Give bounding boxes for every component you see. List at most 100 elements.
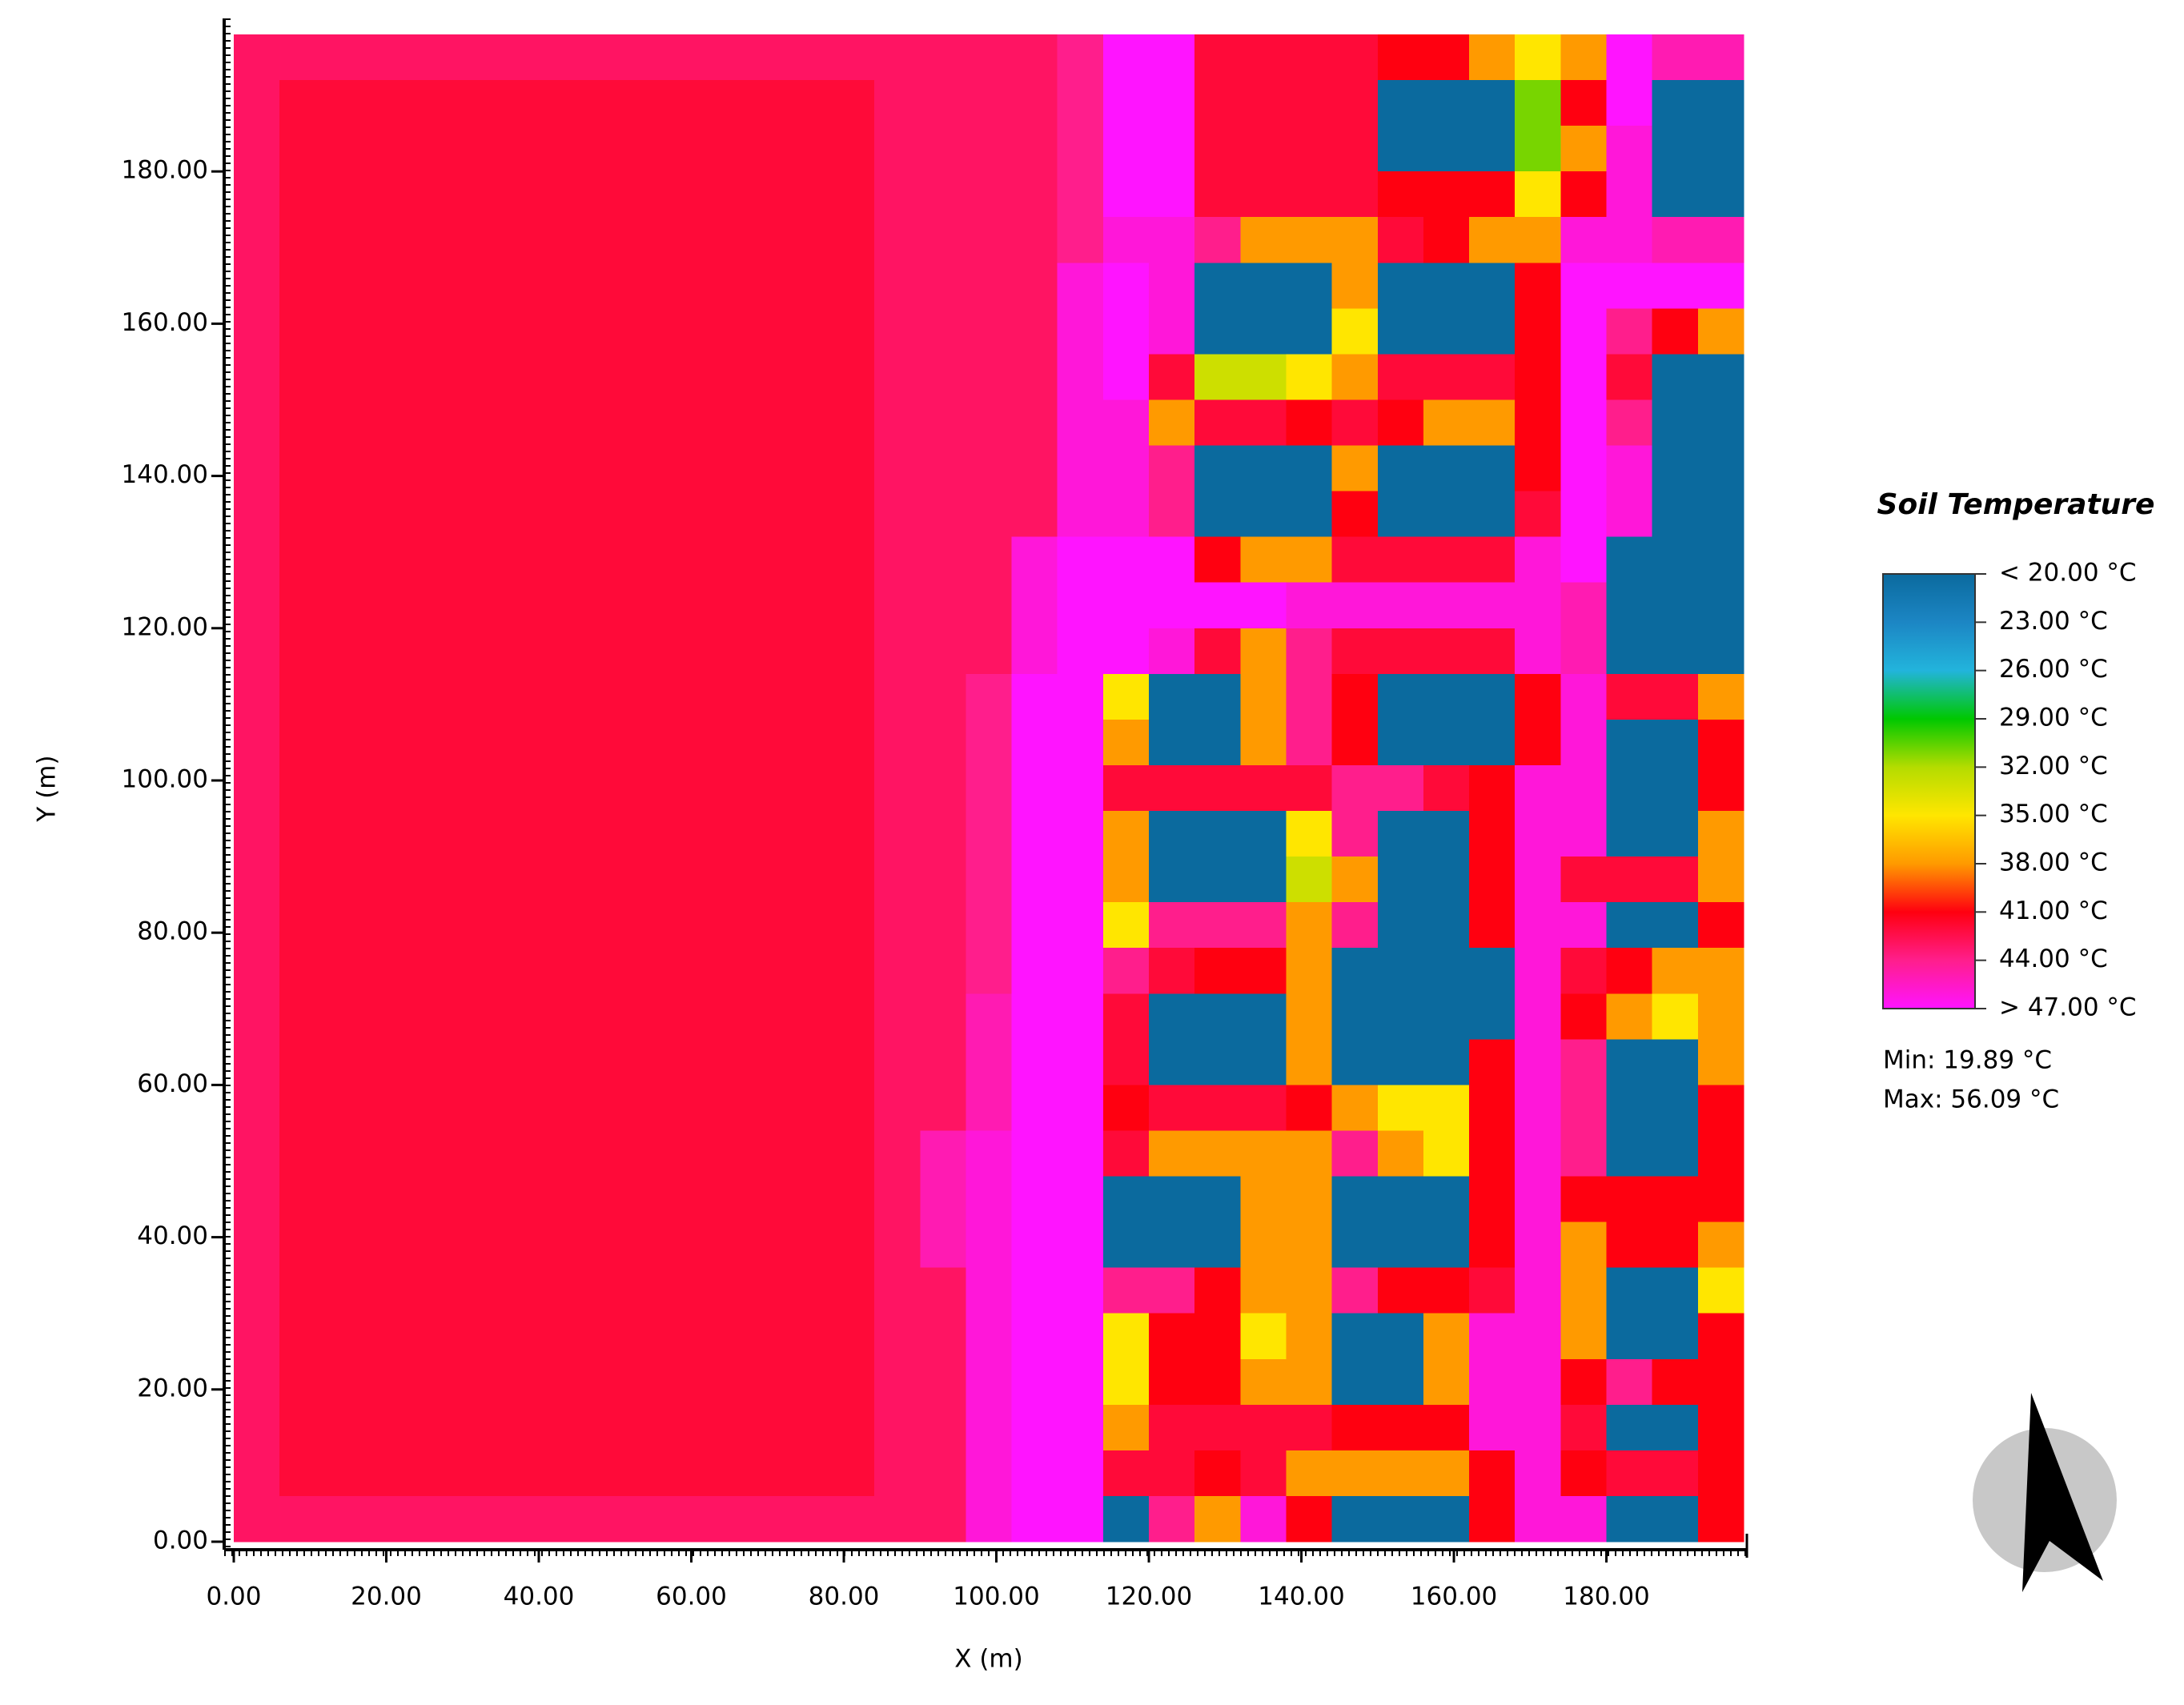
cell	[782, 948, 829, 994]
cell	[737, 857, 784, 903]
cell	[1652, 902, 1699, 949]
cell	[1560, 1267, 1608, 1314]
cell	[737, 1267, 784, 1314]
cell	[279, 354, 326, 401]
cell	[279, 1085, 326, 1132]
cell	[462, 399, 509, 447]
cell	[1606, 902, 1653, 949]
cell	[874, 445, 921, 492]
cell	[371, 902, 418, 949]
cell	[1194, 1176, 1241, 1223]
cell	[1469, 1085, 1516, 1132]
cell	[600, 491, 646, 538]
cell	[1377, 1222, 1424, 1269]
cell	[645, 399, 693, 447]
cell	[371, 1404, 418, 1451]
cell	[1240, 1450, 1287, 1497]
cell	[1011, 948, 1058, 994]
cell	[874, 719, 921, 766]
cell	[1560, 1176, 1608, 1223]
cell	[1560, 263, 1608, 309]
cell	[1102, 1404, 1150, 1451]
cell	[645, 582, 693, 629]
cell	[1194, 354, 1241, 401]
cell	[1057, 308, 1104, 355]
cell	[691, 126, 738, 172]
cell	[1377, 764, 1424, 812]
cell	[645, 948, 693, 994]
cell	[1423, 126, 1470, 172]
cell	[782, 1313, 829, 1360]
cell	[1697, 354, 1744, 401]
cell	[1286, 1404, 1333, 1451]
cell	[1011, 80, 1058, 126]
cell	[600, 1176, 646, 1223]
cell	[1423, 263, 1470, 309]
cell	[279, 1404, 326, 1451]
cell	[462, 628, 509, 675]
cell	[325, 263, 372, 309]
y-tick-label: 100.00	[122, 764, 208, 793]
cell	[737, 1358, 784, 1406]
cell	[325, 811, 372, 857]
cell	[1469, 993, 1516, 1040]
cell	[828, 445, 875, 492]
cell	[828, 354, 875, 401]
cell	[691, 536, 738, 584]
cell	[554, 1358, 600, 1406]
cell	[828, 857, 875, 903]
cell	[1560, 217, 1608, 263]
cell	[874, 811, 921, 857]
cell	[1102, 217, 1150, 263]
cell	[416, 764, 464, 812]
y-axis-label: Y (m)	[33, 755, 62, 822]
cell	[1652, 80, 1699, 126]
cell	[645, 628, 693, 675]
cell	[1011, 993, 1058, 1040]
cell	[1331, 948, 1379, 994]
cell	[737, 308, 784, 355]
cell	[966, 1176, 1013, 1223]
cell	[600, 628, 646, 675]
cell	[1606, 719, 1653, 766]
cell	[782, 1450, 829, 1497]
cell	[1149, 1404, 1195, 1451]
cell	[1560, 1313, 1608, 1360]
cell	[371, 857, 418, 903]
cell	[1011, 857, 1058, 903]
cell	[1149, 993, 1195, 1040]
cell	[1240, 308, 1287, 355]
cell	[782, 1039, 829, 1085]
heatmap	[234, 34, 1744, 1543]
colorbar-tick-label: 44.00 °C	[1999, 945, 2108, 973]
cell	[1194, 171, 1241, 218]
cell	[1057, 536, 1104, 584]
cell	[1560, 811, 1608, 857]
cell	[1011, 1495, 1058, 1543]
cell	[1102, 1176, 1150, 1223]
cell	[1697, 1495, 1744, 1543]
cell	[874, 582, 921, 629]
cell	[1560, 857, 1608, 903]
cell	[828, 263, 875, 309]
cell	[691, 354, 738, 401]
cell	[737, 673, 784, 720]
cell	[1697, 34, 1744, 81]
cell	[371, 1085, 418, 1132]
cell	[874, 1450, 921, 1497]
x-tick-label: 60.00	[656, 1583, 727, 1611]
cell	[1469, 719, 1516, 766]
cell	[325, 1450, 372, 1497]
cell	[1194, 1495, 1241, 1543]
cell	[1102, 399, 1150, 447]
cell	[874, 1130, 921, 1177]
cell	[325, 993, 372, 1040]
cell	[1515, 902, 1561, 949]
cell	[1286, 263, 1333, 309]
cell	[1102, 1495, 1150, 1543]
cell	[874, 399, 921, 447]
cell	[737, 628, 784, 675]
cell	[1331, 491, 1379, 538]
cell	[920, 764, 967, 812]
cell	[600, 1450, 646, 1497]
